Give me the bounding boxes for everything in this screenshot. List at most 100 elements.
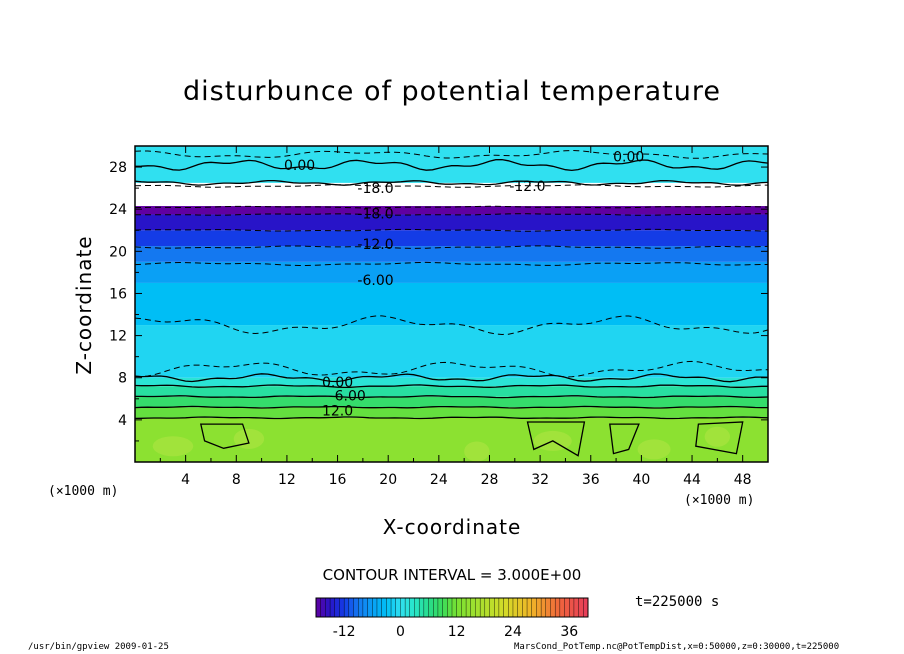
texture-blob <box>637 439 671 460</box>
contour-interval-label: CONTOUR INTERVAL = 3.000E+00 <box>322 566 582 584</box>
colorbar-segment <box>522 597 528 618</box>
colorbar-segment <box>550 597 556 618</box>
colorbar-segment <box>531 597 537 618</box>
texture-blob <box>233 428 265 449</box>
colorbar-segment <box>353 597 359 618</box>
contour-labels: 0.000.00-18.0 -12.0-18.0-12.0-6.000.006.0… <box>284 150 644 420</box>
color-layer <box>135 417 768 462</box>
colorbar-segment <box>423 597 430 618</box>
colorbar-segment <box>470 597 476 618</box>
colorbar-tick-label: 36 <box>560 624 578 640</box>
colorbar-segment <box>362 597 369 618</box>
colorbar-segment <box>545 597 551 618</box>
contour-label: 0.00 <box>284 158 315 174</box>
colorbar-segment <box>414 597 420 618</box>
color-layer <box>135 230 768 247</box>
contour-line-dashed <box>135 213 768 216</box>
contour-line-dashed <box>134 149 769 159</box>
colorbar-tick-label: 0 <box>396 624 405 640</box>
colorbar-segment <box>503 597 509 618</box>
x-axis-label: X-coordinate <box>382 515 522 539</box>
texture-blob <box>704 426 731 447</box>
colorbar-segment <box>526 597 533 618</box>
colorbar-tick-label: 12 <box>448 624 466 640</box>
color-layer <box>135 214 768 231</box>
colorbar-segment <box>433 597 439 618</box>
colorbar-segment <box>573 597 580 618</box>
colorbar-segment <box>442 597 448 618</box>
colorbar-segment <box>395 597 401 618</box>
contour-line-dashed <box>134 315 769 336</box>
contour-label: -12.0 <box>509 179 545 195</box>
texture-blob <box>464 441 490 462</box>
color-layer <box>135 386 768 397</box>
texture-blobs <box>152 426 731 462</box>
y-tick-label: 16 <box>109 286 127 302</box>
colorbar-segment <box>348 597 355 618</box>
color-layer <box>135 206 768 215</box>
colorbar-segment <box>475 597 481 618</box>
colorbar: -12 0 12 24 36 <box>315 597 589 640</box>
contour-label: -18.0 <box>357 181 393 197</box>
y-tick-label: 12 <box>109 329 127 345</box>
color-layers <box>135 146 768 462</box>
contour-line-dashed <box>134 360 768 378</box>
colorbar-segment <box>578 597 584 618</box>
x-unit-label: (×1000 m) <box>684 493 755 508</box>
colorbar-tick-label: -12 <box>333 624 356 640</box>
color-layer <box>135 146 768 183</box>
x-tick-label: 32 <box>531 472 549 488</box>
x-tick-label: 48 <box>734 472 752 488</box>
footer-right: MarsCond_PotTemp.nc@PotTempDist,x=0:5000… <box>514 642 840 652</box>
contour-label: 0.00 <box>322 375 353 391</box>
x-tick-label: 4 <box>181 472 190 488</box>
colorbar-segment <box>498 597 505 618</box>
contour-line-dashed <box>134 184 768 188</box>
colorbar-segment <box>456 597 462 618</box>
colorbar-segment <box>343 597 350 618</box>
colorbar-segment <box>376 597 383 618</box>
contour-label: -6.00 <box>357 273 393 289</box>
colorbar-segment <box>409 597 415 618</box>
colorbar-segment <box>489 597 495 618</box>
y-tick-label: 28 <box>109 160 127 176</box>
contour-line-solid <box>134 416 769 420</box>
contour-line-closed <box>695 421 744 455</box>
y-tick-label: 24 <box>109 202 127 218</box>
contour-label: 6.00 <box>335 389 366 405</box>
colorbar-segment <box>418 597 425 618</box>
colorbar-segment <box>329 597 336 618</box>
color-layer <box>135 396 768 408</box>
contour-label: 0.00 <box>613 150 644 166</box>
contour-line-dashed <box>134 205 769 209</box>
colorbar-segment <box>517 597 523 618</box>
y-tick-label: 20 <box>109 244 127 260</box>
colorbar-segment <box>451 597 458 618</box>
colorbar-segment <box>484 597 491 618</box>
colorbar-segment <box>536 597 542 618</box>
contour-label: -18.0 <box>357 206 393 222</box>
x-tick-label: 44 <box>683 472 701 488</box>
contour-line-solid <box>134 373 769 383</box>
color-layer <box>135 325 768 378</box>
colorbar-segment <box>358 597 364 618</box>
colorbar-segment <box>540 597 547 618</box>
colorbar-segment <box>437 597 444 618</box>
colorbar-segment <box>404 597 411 618</box>
colorbar-frame <box>315 597 589 618</box>
contour-line-closed <box>609 423 640 455</box>
x-tick-label: 28 <box>481 472 499 488</box>
x-tick-label: 20 <box>379 472 397 488</box>
colorbar-segment <box>447 597 453 618</box>
colorbar-segment <box>325 597 331 618</box>
colorbar-segment <box>334 597 340 618</box>
contour-line-solid <box>135 395 769 399</box>
color-layer <box>135 407 768 418</box>
color-layer <box>135 377 768 387</box>
colorbar-segment <box>494 597 500 618</box>
contour-line-solid <box>134 179 769 186</box>
contour-label: 12.0 <box>322 403 353 419</box>
contour-line-closed <box>199 423 250 449</box>
